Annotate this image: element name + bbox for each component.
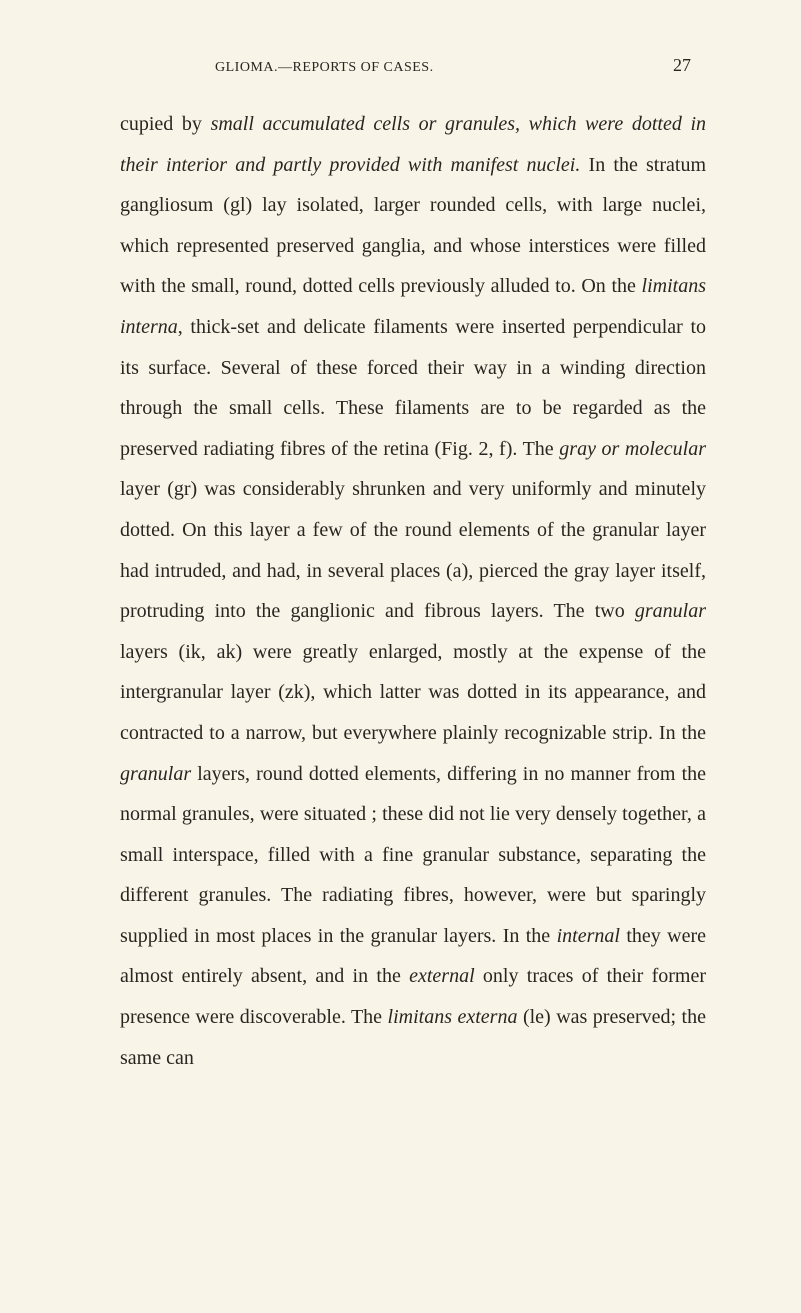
italic-text: gray or molecular — [559, 438, 706, 460]
plain-text: cupied by — [120, 113, 211, 135]
italic-text: granular — [120, 763, 191, 785]
plain-text: layer (gr) was considerably shrunken and… — [120, 478, 706, 622]
body-text: cupied by small accumulated cells or gra… — [120, 104, 706, 1078]
paragraph: cupied by small accumulated cells or gra… — [120, 113, 706, 1069]
italic-text: limitans externa — [388, 1006, 518, 1028]
italic-text: granular — [635, 600, 706, 622]
italic-text: internal — [557, 925, 620, 947]
plain-text: layers (ik, ak) were greatly enlarged, m… — [120, 641, 706, 744]
page-content: GLIOMA.—REPORTS OF CASES. 27 cupied by s… — [0, 0, 801, 1138]
running-title: GLIOMA.—REPORTS OF CASES. — [215, 60, 434, 76]
page-number: 27 — [673, 55, 691, 76]
page-header: GLIOMA.—REPORTS OF CASES. 27 — [120, 55, 706, 76]
italic-text: external — [409, 965, 475, 987]
plain-text: layers, round dotted elements, differing… — [120, 763, 706, 947]
